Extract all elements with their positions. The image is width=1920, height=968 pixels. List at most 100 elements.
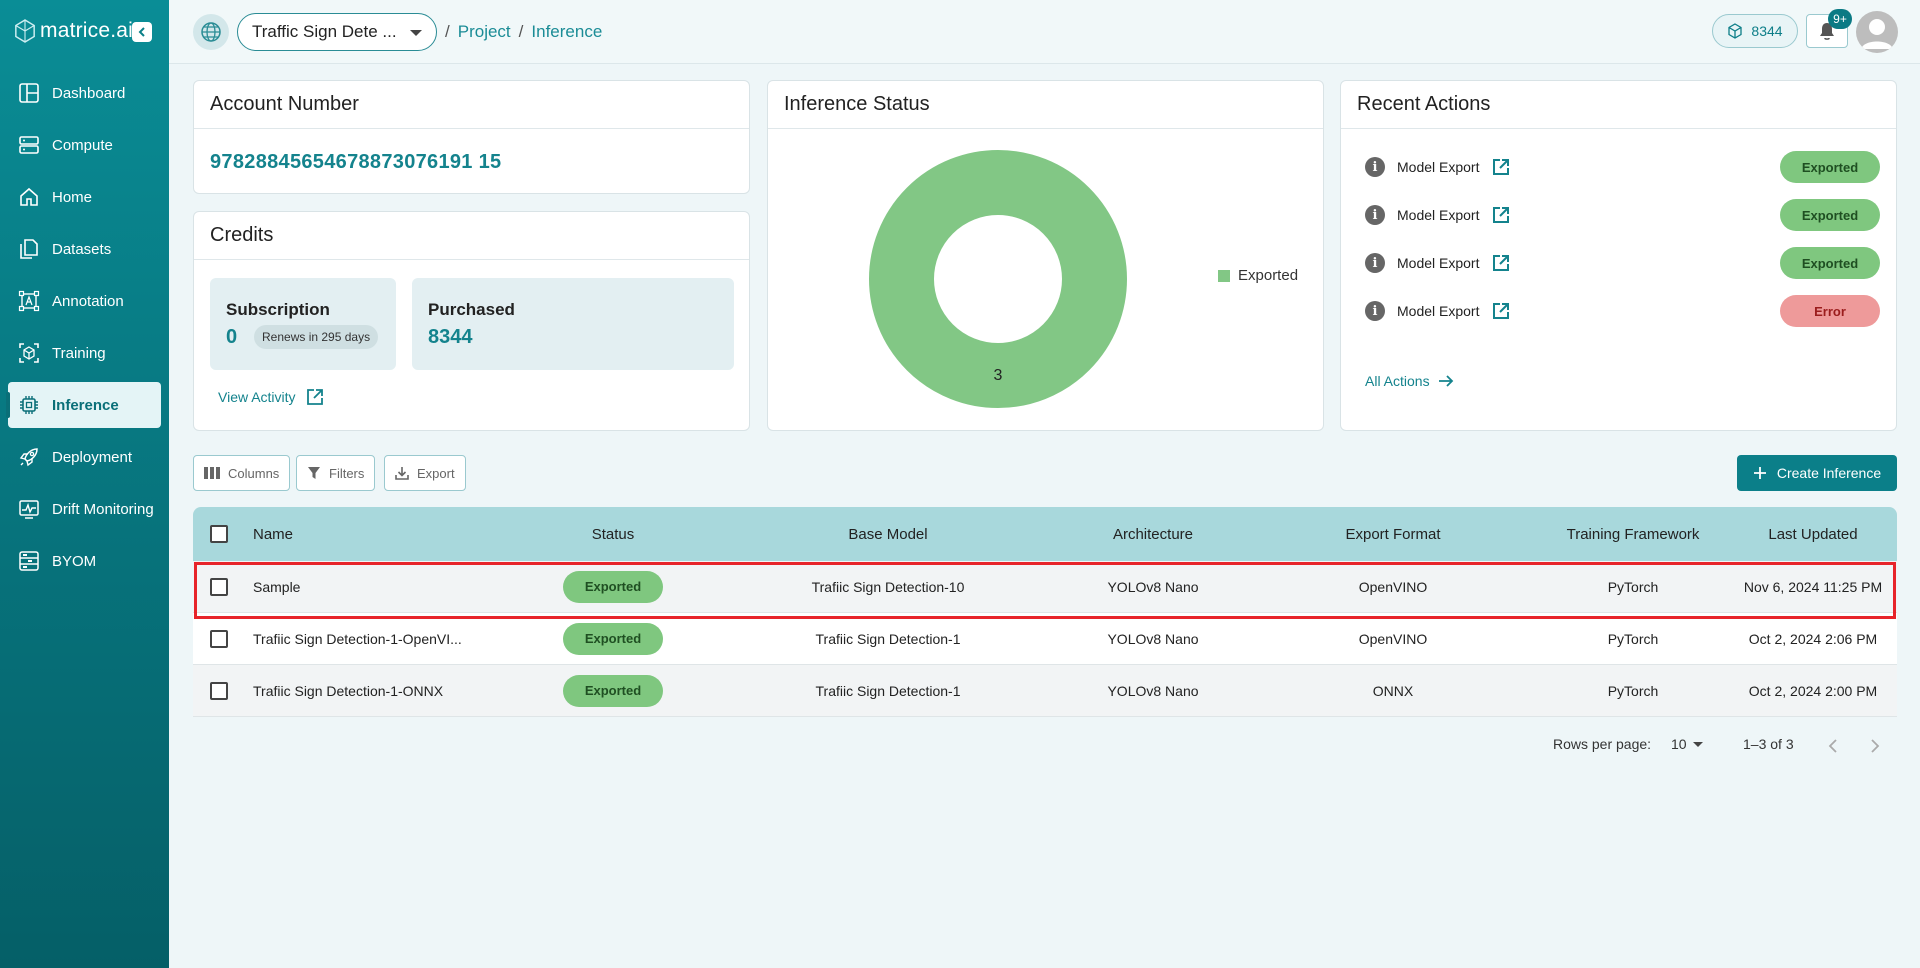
header-checkbox-cell [210, 507, 228, 561]
avatar[interactable] [1856, 11, 1898, 53]
breadcrumb-project[interactable]: Project [457, 22, 511, 41]
columns-button[interactable]: Columns [193, 455, 291, 491]
all-actions-link[interactable]: All Actions [1365, 373, 1454, 389]
rows-per-page-select[interactable]: 10 [1671, 736, 1703, 752]
chart-legend: Exported [1218, 267, 1298, 284]
sidebar-item-label: Training [52, 344, 106, 362]
header-last-updated[interactable]: Last Updated [1768, 525, 1858, 543]
renews-chip: Renews in 295 days [254, 325, 379, 349]
header-status[interactable]: Status [591, 525, 635, 543]
status-badge: Exported [563, 622, 663, 655]
table-header: Name Status Base Model Architecture Expo… [193, 507, 1897, 561]
cell-status: Exported [523, 665, 703, 716]
inference-table: Name Status Base Model Architecture Expo… [193, 507, 1897, 717]
caret-down-icon [410, 30, 422, 36]
info-icon[interactable]: i [1365, 157, 1385, 177]
action-label: Model Export [1397, 255, 1480, 271]
monitor-icon [19, 500, 39, 519]
sidebar-item-deployment[interactable]: Deployment [8, 434, 161, 480]
server-icon [19, 136, 39, 154]
header-architecture[interactable]: Architecture [1112, 525, 1194, 543]
sidebar-item-drift-monitoring[interactable]: Drift Monitoring [8, 486, 161, 532]
create-inference-button[interactable]: Create Inference [1737, 455, 1897, 491]
donut-slice-exported[interactable] [869, 150, 1127, 408]
external-link-icon[interactable] [1491, 253, 1511, 273]
credits-chip[interactable]: 8344 [1712, 14, 1798, 48]
logo[interactable]: matrice.ai [14, 18, 133, 44]
view-activity-label: View Activity [218, 389, 296, 405]
info-icon[interactable]: i [1365, 205, 1385, 225]
info-icon[interactable]: i [1365, 301, 1385, 321]
recent-action-row: i Model Export Exported [1365, 150, 1880, 184]
sidebar-item-home[interactable]: Home [8, 174, 161, 220]
row-checkbox-cell [210, 665, 228, 716]
external-link-icon[interactable] [1491, 205, 1511, 225]
files-icon [20, 239, 38, 259]
action-label: Model Export [1397, 159, 1480, 175]
subscription-label: Subscription [226, 300, 330, 319]
logo-text: matrice.ai [40, 19, 134, 42]
header-name[interactable]: Name [253, 525, 294, 543]
info-icon[interactable]: i [1365, 253, 1385, 273]
byom-icon [19, 551, 39, 571]
credits-chip-value: 8344 [1751, 23, 1783, 39]
sidebar-item-label: Dashboard [52, 84, 126, 102]
card-title: Account Number [194, 81, 749, 129]
legend-label: Exported [1238, 267, 1299, 284]
download-icon [395, 467, 409, 480]
subscription-value: 0 [226, 326, 238, 348]
select-all-checkbox[interactable] [210, 525, 228, 543]
status-badge: Exported [1780, 199, 1880, 231]
breadcrumb-separator: / [445, 22, 450, 41]
cell-export-format: OpenVINO [1358, 630, 1428, 647]
external-link-icon[interactable] [1491, 157, 1511, 177]
sidebar-item-label: Inference [52, 396, 119, 414]
header-base-model[interactable]: Base Model [848, 525, 928, 543]
user-icon [1861, 19, 1893, 49]
sidebar-item-dashboard[interactable]: Dashboard [8, 70, 161, 116]
chevron-left-icon[interactable] [1827, 738, 1841, 754]
header-export-format[interactable]: Export Format [1345, 525, 1441, 543]
account-number-value: 97828845654678873076191 15 [210, 151, 502, 173]
sidebar-item-label: Deployment [52, 448, 133, 466]
collapse-sidebar-button[interactable] [132, 22, 152, 42]
sidebar: matrice.ai Dashboard Compute Home Datase… [0, 0, 169, 968]
header-training-framework[interactable]: Training Framework [1566, 525, 1700, 543]
logo-cube-icon [15, 19, 35, 43]
card-title: Credits [194, 212, 749, 260]
sidebar-item-compute[interactable]: Compute [8, 122, 161, 168]
sidebar-item-label: Annotation [52, 292, 124, 310]
row-checkbox[interactable] [210, 577, 228, 596]
breadcrumb-inference[interactable]: Inference [531, 22, 603, 41]
cell-architecture: YOLOv8 Nano [1107, 682, 1199, 699]
recent-action-row: i Model Export Error [1365, 294, 1880, 328]
view-activity-link[interactable]: View Activity [218, 388, 324, 406]
all-actions-label: All Actions [1365, 373, 1430, 389]
row-checkbox[interactable] [210, 681, 228, 700]
cell-last-updated: Oct 2, 2024 2:06 PM [1748, 630, 1878, 647]
export-button[interactable]: Export [384, 455, 466, 491]
status-badge: Error [1780, 295, 1880, 327]
project-select[interactable]: Traffic Sign Dete ... [237, 13, 437, 51]
sidebar-item-inference[interactable]: Inference [6, 382, 161, 428]
filters-button[interactable]: Filters [296, 455, 376, 491]
table-row[interactable]: Trafiic Sign Detection-1-ONNX Exported T… [193, 665, 1897, 717]
cell-status: Exported [523, 613, 703, 664]
breadcrumb-separator: / [518, 22, 524, 41]
sidebar-item-byom[interactable]: BYOM [8, 538, 161, 584]
chevron-right-icon[interactable] [1867, 738, 1881, 754]
sidebar-item-annotation[interactable]: Annotation [8, 278, 161, 324]
top-bar: Traffic Sign Dete ... / Project / Infere… [169, 0, 1920, 64]
status-badge: Exported [1780, 151, 1880, 183]
sidebar-item-datasets[interactable]: Datasets [8, 226, 161, 272]
sidebar-item-training[interactable]: Training [8, 330, 161, 376]
arrow-right-icon [1438, 375, 1453, 387]
page-range: 1–3 of 3 [1743, 736, 1794, 752]
notifications-badge: 9+ [1828, 9, 1852, 29]
row-checkbox[interactable] [210, 629, 228, 648]
table-row[interactable]: Sample Exported Trafiic Sign Detection-1… [193, 561, 1897, 613]
external-link-icon[interactable] [1491, 301, 1511, 321]
cell-base-model: Trafiic Sign Detection-1 [815, 630, 961, 647]
table-row[interactable]: Trafiic Sign Detection-1-OpenVI... Expor… [193, 613, 1897, 665]
dashboard-icon [19, 83, 39, 103]
